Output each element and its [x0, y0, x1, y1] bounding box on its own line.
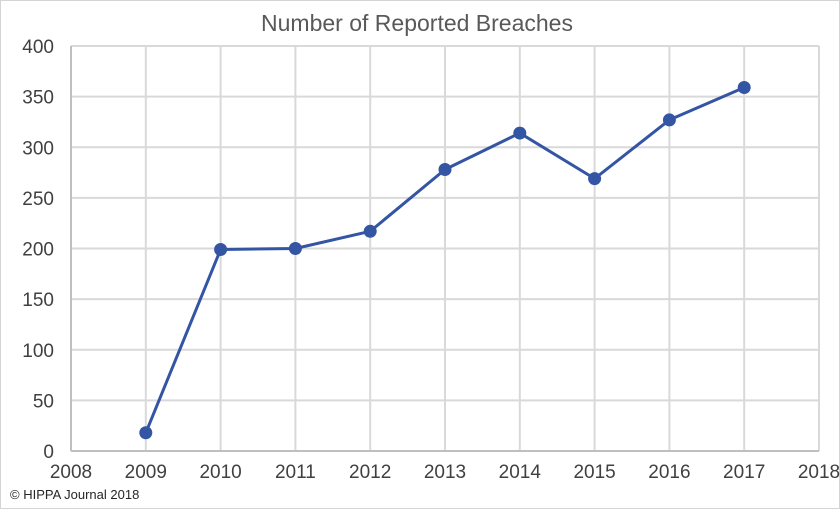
data-point	[438, 163, 452, 177]
y-tick-label: 0	[43, 442, 54, 463]
data-point	[214, 243, 228, 257]
x-tick-label: 2015	[573, 462, 615, 483]
series-breaches	[139, 81, 751, 440]
axes	[70, 46, 819, 452]
y-tick-label: 200	[22, 240, 54, 261]
x-tick-label: 2012	[349, 462, 391, 483]
copyright-notice: © HIPPA Journal 2018	[10, 487, 139, 502]
x-tick-label: 2010	[199, 462, 241, 483]
y-tick-label: 50	[33, 391, 54, 412]
data-point	[288, 242, 302, 255]
y-tick-label: 100	[22, 341, 54, 362]
y-tick-label: 150	[22, 290, 54, 311]
data-point	[363, 224, 377, 238]
x-tick-label: 2016	[648, 462, 690, 483]
y-tick-label: 300	[22, 138, 54, 159]
x-tick-label: 2013	[424, 462, 466, 483]
y-tick-label: 350	[22, 88, 54, 109]
chart-title: Number of Reported Breaches	[261, 10, 573, 36]
data-point	[588, 172, 602, 186]
x-tick-label: 2008	[50, 462, 92, 483]
data-point	[139, 426, 153, 440]
data-point	[737, 81, 751, 95]
data-point	[513, 126, 527, 140]
x-tick-label: 2018	[798, 462, 840, 483]
data-point	[662, 113, 676, 127]
grid	[71, 45, 820, 451]
x-tick-label: 2014	[499, 462, 542, 483]
y-tick-label: 400	[22, 37, 54, 58]
x-tick-label: 2009	[125, 462, 167, 483]
x-tick-label: 2011	[275, 462, 316, 483]
y-tick-label: 250	[22, 189, 54, 210]
tick-labels: 0 50 100 150 200 250 300 350 400 2008 2009 2010 2011…	[22, 37, 840, 483]
x-tick-label: 2017	[723, 462, 765, 483]
